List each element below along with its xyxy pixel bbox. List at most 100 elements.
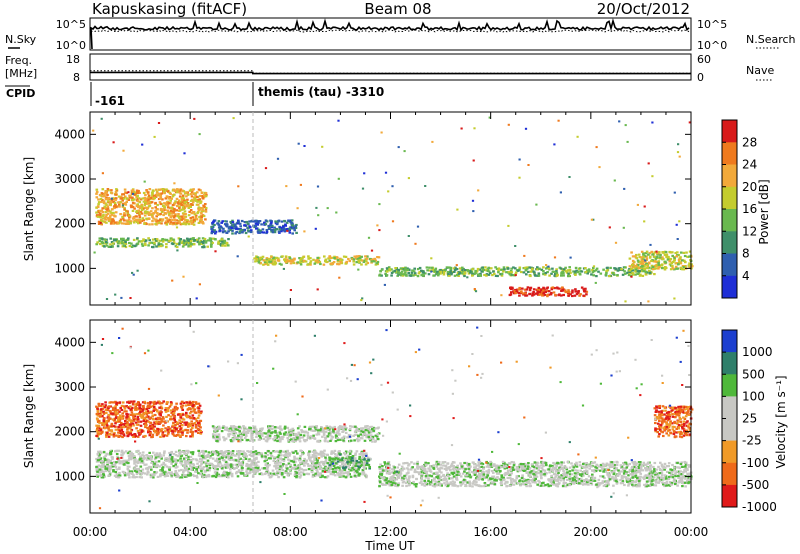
velocity-cell: [115, 452, 119, 456]
power-cell: [298, 257, 301, 260]
power-cell: [163, 206, 167, 209]
velocity-cell: [321, 470, 325, 473]
velocity-cell: [168, 429, 172, 432]
velocity-cell: [98, 458, 102, 461]
power-cell: [187, 205, 190, 208]
velocity-cell: [118, 424, 122, 427]
power-cell: [147, 217, 151, 220]
velocity-cell: [111, 409, 115, 412]
power-cell: [447, 272, 450, 276]
power-cell: [119, 197, 123, 200]
velocity-cell: [301, 471, 305, 474]
power-cell: [467, 270, 470, 273]
power-cell: [104, 190, 107, 193]
power-cell: [140, 243, 144, 246]
nsky-label: N.Sky: [5, 33, 37, 46]
power-noise-cell: [622, 226, 625, 229]
power-noise-cell: [132, 273, 135, 276]
velocity-cell: [300, 430, 304, 434]
power-cell: [186, 193, 190, 196]
velocity-cell: [302, 469, 306, 472]
velocity-cell: [96, 459, 100, 462]
velocity-cell: [322, 461, 326, 464]
power-cell: [434, 267, 438, 270]
velocity-cell: [346, 473, 350, 476]
power-cell: [124, 245, 128, 249]
velocity-cell: [322, 452, 326, 455]
power-cell: [628, 257, 632, 260]
velocity-cell: [185, 401, 189, 404]
power-cell: [230, 226, 233, 230]
power-cell: [550, 291, 553, 295]
velocity-cell: [159, 412, 162, 415]
power-cell: [542, 290, 546, 294]
power-cell: [178, 200, 182, 203]
velocity-cell: [134, 421, 138, 424]
power-cell: [143, 204, 146, 207]
velocity-cell: [185, 467, 189, 470]
power-cell: [426, 269, 429, 272]
power-cell: [439, 272, 442, 275]
power-cell: [281, 255, 284, 258]
velocity-cell: [249, 468, 253, 471]
power-cell: [159, 212, 162, 216]
power-cell: [404, 271, 407, 274]
power-noise-cell: [460, 127, 463, 130]
velocity-cell: [138, 452, 142, 455]
nave-tick-top: 60: [697, 53, 711, 66]
velocity-cell: [106, 453, 109, 456]
power-cell: [193, 218, 196, 222]
velocity-cell: [107, 406, 110, 409]
power-cell: [182, 216, 186, 219]
power-cell: [184, 213, 187, 216]
power-cell: [679, 266, 683, 269]
power-cell: [671, 264, 674, 267]
power-cell: [145, 189, 148, 192]
velocity-cell: [320, 454, 323, 457]
power-cell: [290, 219, 294, 222]
power-cell: [531, 267, 534, 270]
power-noise-cell: [523, 254, 526, 257]
power-cell: [291, 224, 295, 227]
power-noise-cell: [153, 135, 156, 138]
velocity-cell: [115, 420, 118, 423]
velocity-cell: [102, 456, 106, 459]
velocity-cell: [249, 450, 253, 453]
velocity-cell: [98, 453, 101, 456]
power-cell: [151, 194, 154, 197]
power-cell: [98, 193, 102, 197]
power-cell: [683, 259, 686, 262]
velocity-cell: [194, 458, 198, 461]
velocity-cell: [318, 472, 322, 475]
velocity-cell: [261, 473, 264, 476]
power-cell: [124, 203, 128, 206]
power-cell: [181, 216, 184, 219]
power-noise-cell: [247, 235, 250, 238]
power-cell: [657, 263, 661, 266]
power-cell: [188, 210, 191, 213]
velocity-cell: [97, 402, 101, 406]
velocity-cell: [287, 452, 291, 455]
velocity-cell: [310, 429, 313, 432]
power-noise-cell: [678, 155, 681, 158]
velocity-cell: [130, 470, 134, 473]
velocity-cell: [313, 454, 316, 458]
power-cell: [130, 245, 134, 248]
velocity-cell: [119, 406, 122, 410]
velocity-cell: [374, 434, 378, 437]
nsky-tick-bottom: 10^0: [56, 39, 86, 52]
power-cell: [330, 256, 334, 259]
velocity-cell: [137, 449, 140, 452]
nsearch-tick-bottom: 10^0: [697, 39, 727, 52]
velocity-cell: [120, 404, 124, 407]
power-noise-cell: [397, 146, 400, 149]
velocity-cell: [244, 453, 248, 456]
velocity-cell: [117, 435, 120, 438]
power-cell: [634, 273, 637, 276]
power-cell: [115, 188, 118, 191]
power-cell: [146, 211, 150, 215]
power-cell: [187, 241, 191, 245]
power-cell: [137, 222, 140, 225]
velocity-cell: [100, 409, 103, 412]
velocity-cell: [356, 471, 359, 474]
